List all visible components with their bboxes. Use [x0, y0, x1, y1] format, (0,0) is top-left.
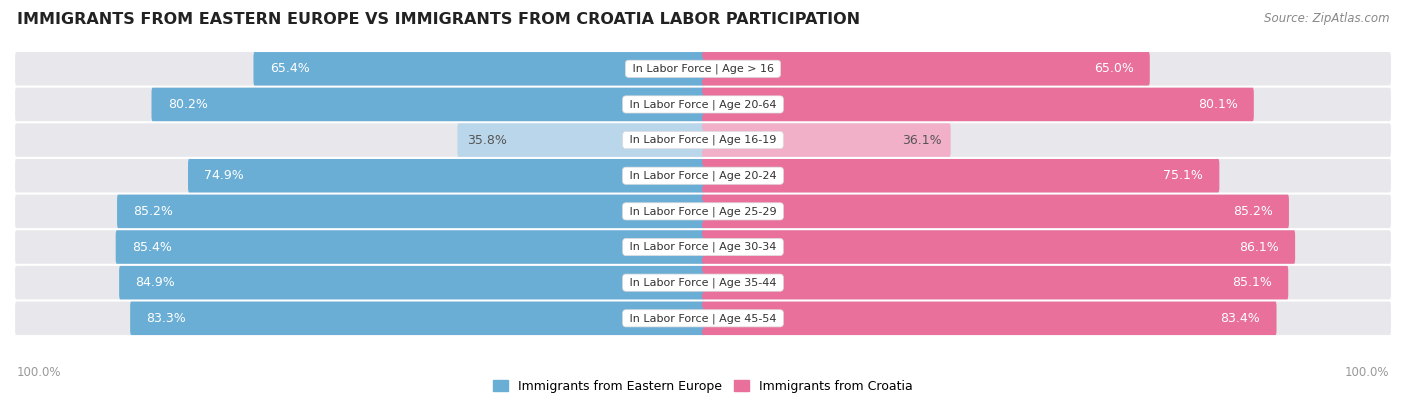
FancyBboxPatch shape	[703, 93, 979, 116]
FancyBboxPatch shape	[457, 123, 704, 157]
FancyBboxPatch shape	[15, 266, 1391, 299]
Text: In Labor Force | Age 35-44: In Labor Force | Age 35-44	[626, 277, 780, 288]
Text: 80.2%: 80.2%	[167, 98, 208, 111]
FancyBboxPatch shape	[702, 88, 1254, 121]
FancyBboxPatch shape	[15, 52, 1391, 86]
Text: In Labor Force | Age 16-19: In Labor Force | Age 16-19	[626, 135, 780, 145]
FancyBboxPatch shape	[253, 52, 704, 86]
Text: 86.1%: 86.1%	[1239, 241, 1279, 254]
FancyBboxPatch shape	[427, 93, 703, 116]
FancyBboxPatch shape	[703, 57, 927, 80]
FancyBboxPatch shape	[703, 129, 827, 152]
FancyBboxPatch shape	[702, 301, 1277, 335]
Text: IMMIGRANTS FROM EASTERN EUROPE VS IMMIGRANTS FROM CROATIA LABOR PARTICIPATION: IMMIGRANTS FROM EASTERN EUROPE VS IMMIGR…	[17, 12, 860, 27]
Text: 74.9%: 74.9%	[204, 169, 245, 182]
Text: In Labor Force | Age 20-64: In Labor Force | Age 20-64	[626, 99, 780, 110]
Legend: Immigrants from Eastern Europe, Immigrants from Croatia: Immigrants from Eastern Europe, Immigran…	[488, 375, 918, 395]
Text: 65.0%: 65.0%	[1094, 62, 1133, 75]
FancyBboxPatch shape	[579, 129, 703, 152]
Text: In Labor Force | Age > 16: In Labor Force | Age > 16	[628, 64, 778, 74]
FancyBboxPatch shape	[131, 301, 704, 335]
Text: In Labor Force | Age 20-24: In Labor Force | Age 20-24	[626, 171, 780, 181]
FancyBboxPatch shape	[15, 195, 1391, 228]
FancyBboxPatch shape	[703, 307, 990, 330]
Text: In Labor Force | Age 30-34: In Labor Force | Age 30-34	[626, 242, 780, 252]
Text: 100.0%: 100.0%	[17, 366, 62, 379]
FancyBboxPatch shape	[444, 164, 703, 187]
FancyBboxPatch shape	[702, 52, 1150, 86]
FancyBboxPatch shape	[703, 200, 997, 223]
FancyBboxPatch shape	[702, 266, 1288, 299]
Text: 80.1%: 80.1%	[1198, 98, 1237, 111]
FancyBboxPatch shape	[188, 159, 704, 192]
Text: Source: ZipAtlas.com: Source: ZipAtlas.com	[1264, 12, 1389, 25]
FancyBboxPatch shape	[15, 230, 1391, 264]
FancyBboxPatch shape	[115, 230, 704, 264]
Text: 85.1%: 85.1%	[1232, 276, 1272, 289]
Text: 85.4%: 85.4%	[132, 241, 172, 254]
FancyBboxPatch shape	[703, 235, 1000, 258]
FancyBboxPatch shape	[120, 266, 704, 299]
FancyBboxPatch shape	[15, 88, 1391, 121]
FancyBboxPatch shape	[703, 271, 995, 294]
Text: 100.0%: 100.0%	[1344, 366, 1389, 379]
FancyBboxPatch shape	[409, 200, 703, 223]
FancyBboxPatch shape	[702, 230, 1295, 264]
Text: 65.4%: 65.4%	[270, 62, 309, 75]
FancyBboxPatch shape	[409, 235, 703, 258]
FancyBboxPatch shape	[411, 271, 703, 294]
FancyBboxPatch shape	[702, 159, 1219, 192]
FancyBboxPatch shape	[416, 307, 703, 330]
Text: In Labor Force | Age 25-29: In Labor Force | Age 25-29	[626, 206, 780, 216]
Text: 83.3%: 83.3%	[146, 312, 186, 325]
FancyBboxPatch shape	[15, 123, 1391, 157]
FancyBboxPatch shape	[15, 301, 1391, 335]
Text: 36.1%: 36.1%	[901, 134, 942, 147]
Text: 83.4%: 83.4%	[1220, 312, 1260, 325]
Text: 75.1%: 75.1%	[1163, 169, 1204, 182]
FancyBboxPatch shape	[702, 195, 1289, 228]
FancyBboxPatch shape	[15, 159, 1391, 192]
FancyBboxPatch shape	[478, 57, 703, 80]
Text: 85.2%: 85.2%	[134, 205, 173, 218]
FancyBboxPatch shape	[703, 164, 962, 187]
Text: 84.9%: 84.9%	[135, 276, 176, 289]
Text: In Labor Force | Age 45-54: In Labor Force | Age 45-54	[626, 313, 780, 324]
Text: 85.2%: 85.2%	[1233, 205, 1272, 218]
FancyBboxPatch shape	[152, 88, 704, 121]
FancyBboxPatch shape	[117, 195, 704, 228]
Text: 35.8%: 35.8%	[467, 134, 506, 147]
FancyBboxPatch shape	[702, 123, 950, 157]
